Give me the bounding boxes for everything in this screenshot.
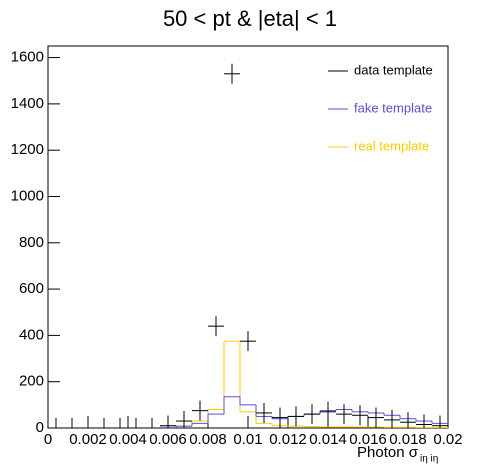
x-tick-label: 0.012 — [269, 431, 307, 448]
data-point — [256, 402, 272, 423]
data-point — [320, 401, 336, 422]
data-point — [80, 418, 96, 429]
x-tick-label: 0.02 — [433, 431, 462, 448]
data-point — [432, 415, 448, 428]
data-point — [400, 412, 416, 428]
data-point — [224, 63, 240, 84]
data-point — [96, 418, 112, 429]
x-axis-label-sub: iη iη — [420, 454, 438, 465]
x-tick-label: 0.006 — [149, 431, 187, 448]
data-point — [48, 418, 64, 429]
y-tick-label: 0 — [36, 419, 44, 436]
y-tick-label: 800 — [19, 234, 44, 251]
data-point — [128, 418, 144, 429]
data-point — [160, 415, 176, 428]
data-point — [192, 400, 208, 421]
data-point — [64, 418, 80, 429]
data-point — [272, 407, 288, 428]
data-point — [176, 411, 192, 428]
x-tick-label: 0.016 — [349, 431, 387, 448]
y-tick-label: 200 — [19, 373, 44, 390]
legend-label: real template — [354, 138, 429, 153]
y-tick-label: 400 — [19, 326, 44, 343]
data-point — [208, 316, 224, 337]
data-point — [368, 407, 384, 428]
x-tick-label: 0.01 — [233, 431, 262, 448]
legend-label: data template — [354, 62, 433, 77]
data-point — [352, 405, 368, 426]
data-point — [288, 406, 304, 427]
data-point — [144, 418, 160, 429]
x-tick-label: 0.004 — [109, 431, 147, 448]
data-point — [304, 404, 320, 425]
data-point — [416, 414, 432, 428]
x-tick-label: 0.008 — [189, 431, 227, 448]
x-tick-label: 0.002 — [69, 431, 107, 448]
x-tick-label: 0 — [44, 431, 52, 448]
legend-label: fake template — [354, 100, 432, 115]
y-tick-label: 1400 — [11, 95, 44, 112]
x-axis-label: Photon σ — [357, 444, 419, 461]
x-tick-label: 0.014 — [309, 431, 347, 448]
x-tick-label: 0.018 — [389, 431, 427, 448]
chart-title: 50 < pt & |eta| < 1 — [163, 6, 337, 31]
data-point — [384, 409, 400, 428]
data-point — [336, 404, 352, 425]
y-tick-label: 1000 — [11, 187, 44, 204]
data-point — [112, 418, 128, 429]
y-tick-label: 600 — [19, 280, 44, 297]
y-tick-label: 1600 — [11, 49, 44, 66]
y-tick-label: 1200 — [11, 141, 44, 158]
data-point — [240, 331, 256, 352]
